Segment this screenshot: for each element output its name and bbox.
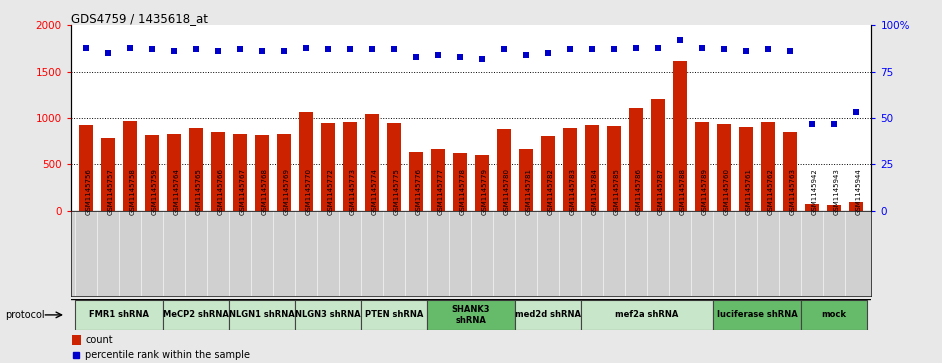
Text: NLGN3 shRNA: NLGN3 shRNA [295, 310, 361, 319]
Text: GSM1145778: GSM1145778 [460, 168, 466, 215]
Bar [673, 61, 687, 211]
Bar [295, 300, 361, 330]
Text: GSM1145943: GSM1145943 [834, 168, 840, 215]
Bar [122, 121, 138, 211]
Text: GSM1145777: GSM1145777 [438, 168, 444, 215]
Text: percentile rank within the sample: percentile rank within the sample [86, 350, 251, 360]
Text: protocol: protocol [5, 310, 44, 320]
Text: GSM1145781: GSM1145781 [526, 168, 532, 215]
Bar [651, 98, 665, 211]
Bar [101, 138, 115, 211]
Text: GSM1145789: GSM1145789 [702, 168, 708, 215]
Bar [321, 123, 335, 211]
Bar [761, 122, 775, 211]
Text: GSM1145756: GSM1145756 [86, 168, 92, 215]
Bar [387, 123, 401, 211]
Text: GSM1145767: GSM1145767 [240, 168, 246, 215]
Bar [229, 300, 295, 330]
Bar [427, 300, 515, 330]
Bar [211, 132, 225, 211]
Text: GSM1145764: GSM1145764 [174, 168, 180, 215]
Text: GSM1145763: GSM1145763 [790, 168, 796, 215]
Bar [713, 300, 801, 330]
Bar [453, 153, 467, 211]
Text: GSM1145760: GSM1145760 [724, 168, 730, 215]
Text: mef2a shRNA: mef2a shRNA [615, 310, 678, 319]
Text: GDS4759 / 1435618_at: GDS4759 / 1435618_at [71, 12, 207, 25]
Text: GSM1145784: GSM1145784 [592, 168, 598, 215]
Text: GSM1145786: GSM1145786 [636, 168, 642, 215]
Text: GSM1145944: GSM1145944 [856, 168, 862, 215]
Text: GSM1145757: GSM1145757 [108, 168, 114, 215]
Text: GSM1145769: GSM1145769 [284, 168, 290, 215]
Bar [804, 204, 820, 211]
Text: GSM1145788: GSM1145788 [680, 168, 686, 215]
Text: GSM1145782: GSM1145782 [548, 168, 554, 215]
Text: GSM1145783: GSM1145783 [570, 168, 576, 215]
Bar [79, 125, 93, 211]
Text: GSM1145776: GSM1145776 [416, 168, 422, 215]
Text: GSM1145765: GSM1145765 [196, 168, 202, 215]
Bar [562, 128, 577, 211]
Bar [515, 300, 581, 330]
Bar [739, 127, 753, 211]
Text: GSM1145762: GSM1145762 [768, 168, 774, 215]
Bar [430, 148, 446, 211]
Text: GSM1145772: GSM1145772 [328, 168, 334, 215]
Bar [629, 108, 643, 211]
Text: GSM1145785: GSM1145785 [614, 168, 620, 215]
Bar [365, 114, 380, 211]
Text: GSM1145768: GSM1145768 [262, 168, 268, 215]
Bar [255, 135, 269, 211]
Text: med2d shRNA: med2d shRNA [515, 310, 581, 319]
Bar [801, 300, 867, 330]
Bar [75, 300, 163, 330]
Bar [233, 134, 247, 211]
Text: GSM1145774: GSM1145774 [372, 168, 378, 215]
Bar [827, 205, 841, 211]
Text: MeCP2 shRNA: MeCP2 shRNA [163, 310, 229, 319]
Text: FMR1 shRNA: FMR1 shRNA [89, 310, 149, 319]
Bar [163, 300, 229, 330]
Text: GSM1145780: GSM1145780 [504, 168, 510, 215]
Text: GSM1145787: GSM1145787 [658, 168, 664, 215]
Text: GSM1145942: GSM1145942 [812, 168, 818, 215]
Bar [145, 135, 159, 211]
Bar [73, 335, 80, 345]
Bar [783, 132, 797, 211]
Text: count: count [86, 335, 113, 345]
Bar [299, 113, 313, 211]
Bar [277, 134, 291, 211]
Bar [343, 122, 357, 211]
Bar [717, 123, 731, 211]
Text: GSM1145761: GSM1145761 [746, 168, 752, 215]
Bar [849, 202, 863, 211]
Bar [189, 128, 203, 211]
Bar [541, 136, 555, 211]
Text: mock: mock [821, 310, 847, 319]
Text: NLGN1 shRNA: NLGN1 shRNA [229, 310, 295, 319]
Text: GSM1145766: GSM1145766 [218, 168, 224, 215]
Bar [475, 155, 489, 211]
Bar [409, 152, 423, 211]
Bar [496, 129, 512, 211]
Text: GSM1145759: GSM1145759 [152, 168, 158, 215]
Text: SHANK3
shRNA: SHANK3 shRNA [452, 305, 490, 325]
Text: GSM1145773: GSM1145773 [350, 168, 356, 215]
Text: PTEN shRNA: PTEN shRNA [365, 310, 423, 319]
Text: luciferase shRNA: luciferase shRNA [717, 310, 797, 319]
Text: GSM1145758: GSM1145758 [130, 168, 136, 215]
Bar [581, 300, 713, 330]
Text: GSM1145779: GSM1145779 [482, 168, 488, 215]
Bar [167, 134, 181, 211]
Text: GSM1145775: GSM1145775 [394, 168, 400, 215]
Bar [695, 122, 709, 211]
Bar [361, 300, 427, 330]
Bar [519, 150, 533, 211]
Bar [607, 126, 621, 211]
Bar [585, 125, 599, 211]
Text: GSM1145770: GSM1145770 [306, 168, 312, 215]
